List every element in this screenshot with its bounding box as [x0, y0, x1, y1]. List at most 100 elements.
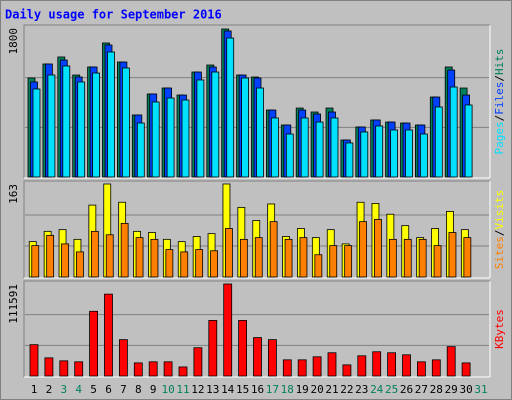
chart-title: Daily usage for September 2016: [5, 8, 222, 22]
bar: [92, 72, 100, 178]
bar: [136, 122, 145, 178]
bar: [105, 234, 114, 278]
x-tick-label: 2: [46, 383, 53, 396]
bar: [47, 74, 56, 178]
x-tick-label: 31: [474, 383, 487, 396]
x-tick-label: 28: [430, 383, 443, 396]
bar: [405, 129, 413, 178]
x-tick-label: 15: [236, 383, 249, 396]
bar: [226, 37, 235, 178]
y-tick-label: 163: [7, 184, 20, 204]
x-tick-label: 24: [370, 383, 384, 396]
bar: [59, 360, 69, 377]
bar: [387, 352, 397, 377]
x-tick-label: 16: [251, 383, 264, 396]
bar: [390, 129, 399, 178]
x-tick-label: 9: [150, 383, 157, 396]
x-tick-label: 17: [266, 383, 279, 396]
bar: [463, 237, 472, 278]
x-tick-label: 29: [445, 383, 458, 396]
legend: KBytes: [493, 309, 506, 349]
bar: [208, 320, 218, 377]
bar: [433, 245, 442, 278]
bar: [256, 87, 264, 178]
bar: [150, 238, 159, 278]
legend-entry: Visits: [493, 190, 506, 230]
legend: Sites/Visits: [493, 190, 506, 270]
x-tick-label: 23: [355, 383, 368, 396]
x-tick-label: 8: [135, 383, 142, 396]
bar: [448, 232, 457, 278]
bar: [133, 362, 143, 377]
bar: [46, 234, 55, 278]
bar: [107, 51, 115, 178]
bar: [181, 99, 190, 178]
x-tick-label: 18: [281, 383, 294, 396]
bar: [210, 250, 218, 278]
bar: [419, 133, 428, 178]
bar: [44, 357, 54, 377]
x-tick-label: 22: [340, 383, 353, 396]
bar: [345, 142, 354, 178]
bar: [357, 355, 367, 377]
bar: [375, 125, 384, 178]
legend: Pages/Files/Hits: [493, 49, 506, 155]
bar: [195, 249, 204, 278]
legend-separator: /: [493, 75, 506, 82]
bar: [31, 245, 40, 278]
bar: [329, 245, 338, 278]
bar: [342, 364, 352, 377]
bar: [120, 222, 129, 278]
x-tick-label: 25: [385, 383, 398, 396]
bar: [416, 361, 426, 377]
bar: [122, 67, 130, 178]
bar: [300, 117, 309, 178]
bar: [104, 293, 113, 377]
bar: [446, 346, 456, 377]
bar: [89, 310, 98, 377]
legend-separator: /: [493, 230, 506, 237]
bar: [312, 356, 322, 377]
bar: [464, 104, 473, 178]
bar: [253, 337, 262, 377]
bar: [163, 361, 173, 377]
bar: [299, 237, 308, 278]
bar: [315, 121, 324, 178]
bar: [76, 251, 84, 278]
x-tick-label: 26: [400, 383, 413, 396]
bar: [77, 81, 86, 178]
bar: [388, 238, 397, 278]
bar: [269, 221, 278, 278]
legend-entry: Hits: [493, 49, 506, 76]
bar: [61, 243, 69, 278]
bar: [431, 359, 441, 377]
x-tick-label: 3: [60, 383, 67, 396]
bar: [239, 238, 248, 278]
bar: [267, 339, 277, 377]
bar: [330, 117, 339, 178]
bar: [196, 79, 205, 178]
bar: [74, 361, 84, 377]
bar: [284, 238, 293, 278]
bar: [434, 106, 443, 178]
legend-entry: KBytes: [493, 309, 506, 349]
bar: [165, 249, 174, 278]
bar: [241, 77, 250, 178]
bar: [193, 347, 203, 377]
bar: [344, 245, 353, 278]
legend-entry: Files: [493, 82, 506, 115]
x-tick-label: 10: [161, 383, 174, 396]
bar: [374, 218, 382, 278]
x-tick-label: 20: [310, 383, 323, 396]
y-tick-label: 1800: [7, 28, 20, 55]
legend-separator: /: [493, 115, 506, 122]
x-tick-label: 7: [120, 383, 127, 396]
bar: [225, 228, 233, 278]
x-tick-label: 5: [90, 383, 97, 396]
x-tick-label: 1: [31, 383, 38, 396]
bar: [418, 238, 427, 278]
bar: [29, 344, 39, 377]
x-tick-label: 30: [459, 383, 472, 396]
